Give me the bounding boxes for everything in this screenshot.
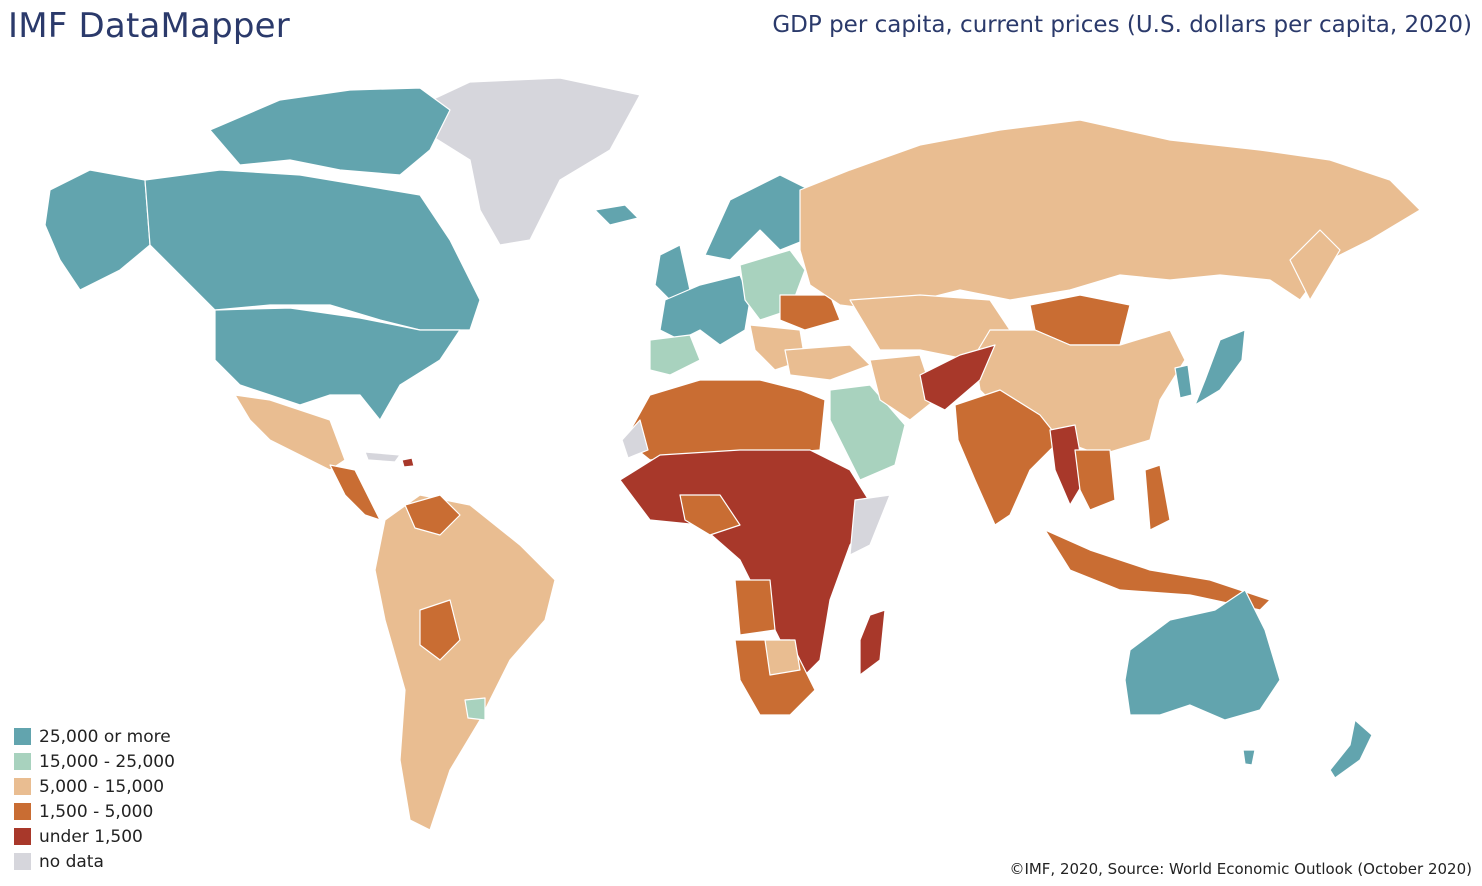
legend-swatch <box>14 778 31 795</box>
world-map[interactable] <box>0 60 1482 850</box>
region-usa[interactable] <box>214 307 461 421</box>
legend-label: under 1,500 <box>39 826 143 847</box>
region-west-africa[interactable] <box>679 494 741 536</box>
region-afghanistan[interactable] <box>919 344 996 411</box>
legend-label: 5,000 - 15,000 <box>39 776 165 797</box>
legend-swatch <box>14 728 31 745</box>
region-botswana[interactable] <box>764 639 801 676</box>
region-indonesia[interactable] <box>1044 529 1271 611</box>
source-credit: ©IMF, 2020, Source: World Economic Outlo… <box>1009 860 1472 878</box>
map-title: GDP per capita, current prices (U.S. dol… <box>772 12 1472 38</box>
region-scandinavia[interactable] <box>704 174 811 261</box>
legend-label: 15,000 - 25,000 <box>39 751 175 772</box>
legend-item[interactable]: under 1,500 <box>14 824 175 849</box>
legend-swatch <box>14 803 31 820</box>
region-turkey[interactable] <box>784 344 871 381</box>
region-iceland[interactable] <box>594 204 639 226</box>
legend-item[interactable]: 5,000 - 15,000 <box>14 774 175 799</box>
region-haiti[interactable] <box>401 457 415 468</box>
region-tasmania[interactable] <box>1242 749 1256 766</box>
region-central-america[interactable] <box>329 464 381 521</box>
region-south-america[interactable] <box>374 494 556 831</box>
legend-item[interactable]: 25,000 or more <box>14 724 175 749</box>
legend-swatch <box>14 828 31 845</box>
region-kamchatka[interactable] <box>1289 229 1341 301</box>
region-north-africa[interactable] <box>624 379 826 461</box>
region-madagascar[interactable] <box>859 609 886 676</box>
legend-item[interactable]: 15,000 - 25,000 <box>14 749 175 774</box>
region-ukraine[interactable] <box>779 294 841 331</box>
legend-label: no data <box>39 851 104 872</box>
region-iberia[interactable] <box>649 334 701 376</box>
region-se-asia[interactable] <box>1074 449 1116 511</box>
region-myanmar[interactable] <box>1049 424 1086 506</box>
region-arabia[interactable] <box>829 384 906 481</box>
region-russia[interactable] <box>799 119 1421 311</box>
region-bolivia[interactable] <box>419 599 461 661</box>
region-western-sahara[interactable] <box>621 419 649 459</box>
region-new-zealand[interactable] <box>1329 719 1373 779</box>
region-japan[interactable] <box>1194 329 1246 406</box>
map-legend: 25,000 or more 15,000 - 25,000 5,000 - 1… <box>14 724 175 874</box>
legend-item[interactable]: no data <box>14 849 175 874</box>
legend-label: 1,500 - 5,000 <box>39 801 154 822</box>
region-alaska[interactable] <box>44 169 151 291</box>
region-australia[interactable] <box>1124 589 1281 721</box>
region-uruguay[interactable] <box>464 697 486 721</box>
app-brand: IMF DataMapper <box>8 6 290 46</box>
region-somalia[interactable] <box>849 494 891 556</box>
region-caribbean[interactable] <box>364 451 401 463</box>
legend-swatch <box>14 753 31 770</box>
region-korea[interactable] <box>1174 364 1193 399</box>
region-india[interactable] <box>954 389 1061 526</box>
region-angola[interactable] <box>734 579 776 636</box>
region-canada[interactable] <box>144 169 481 331</box>
region-iran[interactable] <box>869 354 936 421</box>
legend-swatch <box>14 853 31 870</box>
region-western-europe[interactable] <box>659 274 751 346</box>
legend-label: 25,000 or more <box>39 726 171 747</box>
region-greenland[interactable] <box>409 77 641 246</box>
region-philippines[interactable] <box>1144 464 1171 531</box>
region-venezuela[interactable] <box>404 494 461 536</box>
region-mexico[interactable] <box>234 394 346 471</box>
legend-item[interactable]: 1,500 - 5,000 <box>14 799 175 824</box>
region-canada-islands[interactable] <box>209 87 451 176</box>
